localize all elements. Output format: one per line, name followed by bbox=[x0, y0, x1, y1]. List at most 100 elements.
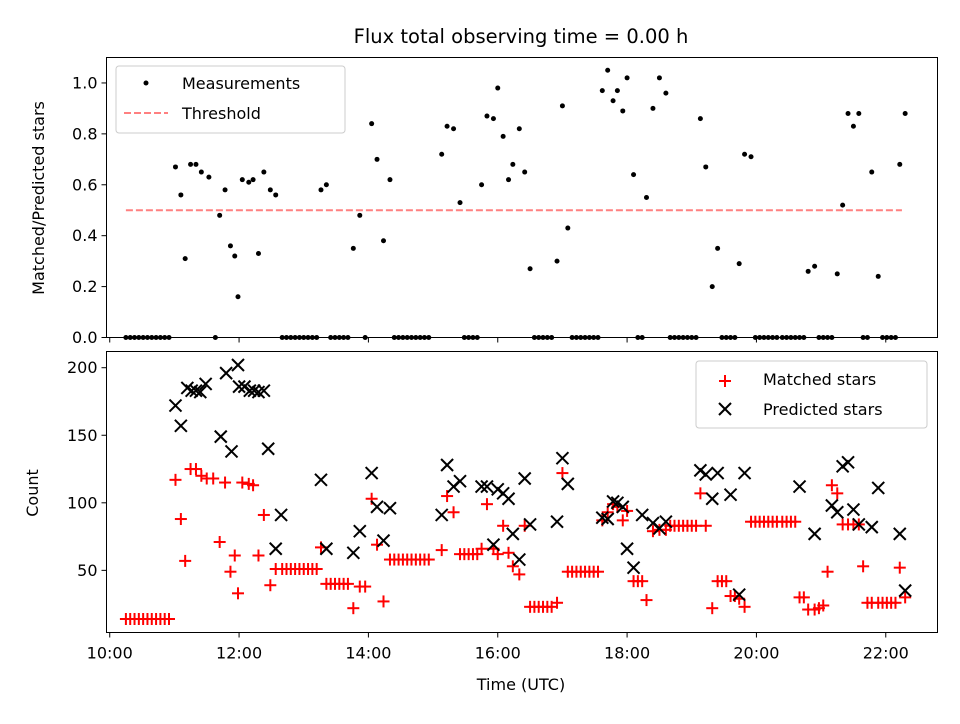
predicted-x-b bbox=[659, 515, 673, 529]
predicted-x-b bbox=[705, 492, 719, 506]
predicted-star-point bbox=[364, 466, 379, 480]
matched-star-point bbox=[699, 519, 712, 532]
measurement-point bbox=[350, 245, 356, 251]
legend-measurement-marker bbox=[143, 80, 149, 86]
measurement-point bbox=[527, 266, 533, 272]
predicted-x-b bbox=[353, 524, 367, 538]
measurement-point bbox=[742, 151, 748, 157]
predicted-star-point bbox=[841, 455, 855, 469]
predicted-x-b bbox=[370, 500, 384, 514]
matched-star-point bbox=[797, 591, 810, 604]
measurement-point bbox=[227, 243, 233, 249]
predicted-x-b bbox=[257, 383, 271, 398]
predicted-star-point bbox=[198, 377, 213, 391]
predicted-star-point bbox=[635, 508, 649, 522]
predicted-star-point bbox=[314, 473, 328, 487]
predicted-star-point bbox=[231, 358, 245, 372]
measurement-point bbox=[805, 268, 811, 274]
predicted-star-point bbox=[865, 520, 879, 534]
predicted-star-point bbox=[732, 587, 746, 602]
predicted-x-b bbox=[626, 560, 641, 575]
measurement-point bbox=[232, 253, 238, 259]
measurement-point bbox=[869, 169, 875, 175]
measurement-point bbox=[193, 161, 199, 167]
measurement-point bbox=[261, 169, 267, 175]
measurement-point bbox=[273, 192, 279, 198]
measurement-point bbox=[850, 123, 856, 129]
predicted-x-b bbox=[346, 546, 361, 560]
matched-star-point bbox=[831, 487, 844, 500]
predicted-x-b bbox=[846, 502, 861, 517]
predicted-x-b bbox=[561, 477, 575, 491]
predicted-star-point bbox=[224, 444, 239, 459]
predicted-x-b bbox=[174, 419, 188, 433]
measurement-point bbox=[663, 90, 669, 96]
predicted-star-point bbox=[370, 500, 384, 514]
measurement-point bbox=[812, 263, 818, 269]
legend-matched-label: Matched stars bbox=[763, 370, 876, 389]
predicted-star-point bbox=[257, 383, 271, 398]
predicted-star-point bbox=[517, 471, 532, 486]
predicted-star-point bbox=[193, 385, 207, 399]
top-y-tick-label: 0.6 bbox=[72, 175, 97, 194]
predicted-star-point bbox=[453, 474, 467, 488]
bottom-y-tick-label: 200 bbox=[67, 358, 98, 377]
measurement-point bbox=[381, 238, 386, 244]
matched-star-point bbox=[195, 469, 208, 482]
predicted-star-point bbox=[501, 492, 516, 506]
measurement-point bbox=[703, 164, 709, 170]
measurement-point bbox=[172, 164, 178, 170]
matched-star-point bbox=[371, 538, 384, 551]
predicted-x-b bbox=[168, 398, 183, 413]
top-legend: Measurements Threshold bbox=[115, 65, 346, 134]
measurement-point bbox=[624, 75, 630, 81]
predicted-star-point bbox=[474, 479, 489, 494]
measurement-point bbox=[439, 151, 445, 157]
matched-star-point bbox=[475, 542, 488, 555]
matched-star-point bbox=[789, 515, 802, 528]
predicted-x-b bbox=[247, 383, 261, 398]
predicted-x-b bbox=[732, 587, 746, 602]
bottom-y-tick-label: 50 bbox=[77, 561, 97, 580]
predicted-star-point bbox=[434, 508, 449, 522]
predicted-star-point bbox=[319, 542, 334, 556]
predicted-x-b bbox=[595, 510, 610, 525]
measurement-point bbox=[369, 121, 375, 127]
measurement-point bbox=[198, 169, 204, 175]
bottom-axes-frame bbox=[106, 351, 938, 633]
measurement-point bbox=[387, 177, 393, 183]
matched-star-point bbox=[817, 599, 830, 612]
count-points bbox=[119, 358, 912, 625]
bottom-legend-box bbox=[695, 360, 928, 429]
measurement-point bbox=[484, 113, 490, 119]
predicted-star-point bbox=[659, 515, 673, 529]
matched-star-point bbox=[179, 554, 192, 567]
matched-star-point bbox=[163, 612, 176, 625]
predicted-x-b bbox=[440, 458, 454, 472]
matched-star-point bbox=[513, 568, 526, 581]
predicted-x-b bbox=[620, 542, 634, 556]
predicted-x-b bbox=[792, 479, 807, 494]
predicted-star-point bbox=[852, 517, 866, 532]
predicted-x-b bbox=[523, 517, 537, 532]
matched-star-point bbox=[640, 594, 653, 607]
matched-star-point bbox=[224, 565, 237, 578]
predicted-star-point bbox=[898, 583, 912, 598]
matched-star-point bbox=[556, 467, 569, 480]
predicted-star-point bbox=[699, 467, 713, 482]
predicted-x-b bbox=[453, 474, 467, 488]
matched-star-point bbox=[447, 506, 460, 519]
measurement-point bbox=[235, 294, 241, 300]
predicted-x-b bbox=[699, 467, 713, 482]
measurement-point bbox=[554, 258, 560, 264]
matched-star-point bbox=[857, 560, 870, 573]
predicted-x-b bbox=[841, 455, 855, 469]
predicted-star-point bbox=[174, 419, 188, 433]
matched-star-point bbox=[174, 513, 187, 526]
measurement-point bbox=[490, 116, 496, 122]
predicted-star-point bbox=[353, 524, 367, 538]
predicted-star-point bbox=[232, 379, 246, 394]
matched-star-point bbox=[247, 479, 260, 492]
legend-predicted-marker bbox=[718, 402, 732, 416]
